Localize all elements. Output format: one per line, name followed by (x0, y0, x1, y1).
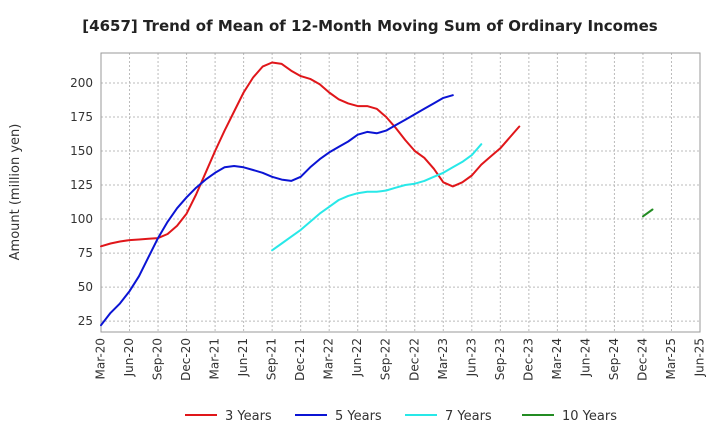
x-tick-label: Sep-23 (493, 338, 507, 380)
x-tick-label: Dec-20 (179, 338, 193, 381)
legend: 3 Years 5 Years 7 Years 10 Years (185, 409, 617, 424)
y-tick-label: 25 (78, 314, 93, 328)
x-tick-label: Mar-20 (94, 338, 108, 379)
x-tick-label: Sep-22 (379, 338, 393, 380)
x-tick-label: Jun-20 (122, 338, 136, 377)
series-layer (100, 61, 654, 327)
plot-area-frame (100, 52, 701, 333)
y-tick-label: 75 (78, 246, 93, 260)
x-tick-label: Sep-20 (151, 338, 165, 380)
x-tick-label: Jun-23 (464, 338, 478, 377)
y-tick-label: 125 (70, 178, 93, 192)
x-tick-label: Mar-22 (322, 338, 336, 379)
x-tick-label: Mar-21 (208, 338, 222, 379)
y-tick-label: 100 (70, 212, 93, 226)
x-tick-label: Mar-24 (550, 338, 564, 379)
x-axis-ticks: Mar-20 Jun-20 Sep-20 Dec-20 Mar-21 Jun-21 Sep-… (94, 338, 707, 381)
series-line-7-years (271, 143, 483, 252)
legend-label: 7 Years (445, 409, 492, 424)
y-tick-label: 200 (70, 76, 93, 90)
chart-title: [4657] Trend of Mean of 12-Month Moving … (82, 17, 657, 35)
x-tick-label: Dec-22 (407, 338, 421, 381)
x-tick-label: Dec-23 (521, 338, 535, 381)
x-tick-label: Mar-23 (436, 338, 450, 379)
x-tick-label: Dec-24 (635, 338, 649, 381)
legend-label: 10 Years (562, 409, 617, 424)
series-line-3-years (100, 61, 521, 248)
x-tick-label: Jun-24 (578, 338, 592, 377)
x-tick-label: Sep-21 (265, 338, 279, 380)
legend-label: 5 Years (335, 409, 382, 424)
x-tick-label: Sep-24 (607, 338, 621, 380)
grid-layer (100, 53, 701, 332)
x-tick-label: Dec-21 (293, 338, 307, 381)
x-tick-label: Jun-22 (350, 338, 364, 377)
y-tick-label: 150 (70, 144, 93, 158)
y-tick-label: 175 (70, 110, 93, 124)
y-tick-label: 50 (78, 280, 93, 294)
x-tick-label: Mar-25 (664, 338, 678, 379)
series-line-5-years (100, 94, 454, 327)
x-tick-label: Jun-21 (236, 338, 250, 377)
legend-label: 3 Years (225, 409, 272, 424)
series-line-10-years (642, 208, 654, 218)
y-axis-label: Amount (million yen) (8, 124, 23, 261)
x-tick-label: Jun-25 (693, 338, 707, 377)
y-axis-ticks: 25 50 75 100 125 150 175 200 (70, 76, 93, 328)
